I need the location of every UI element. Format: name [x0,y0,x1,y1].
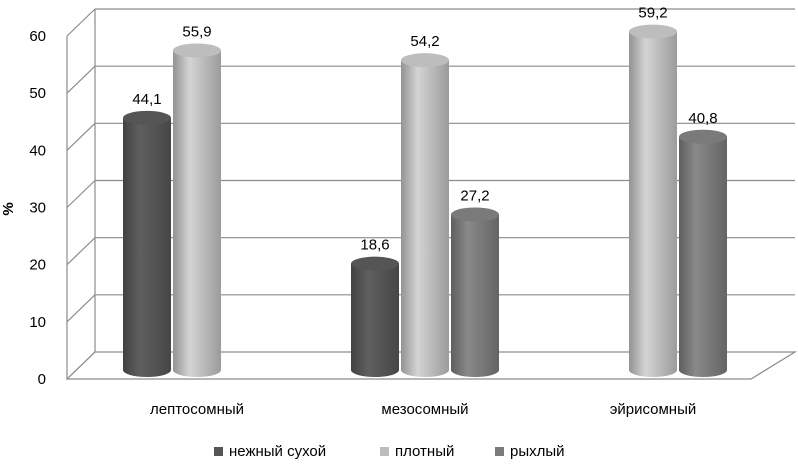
y-tick-label: 60 [29,28,46,45]
bars [123,24,727,378]
gridline-diagonal [66,8,96,37]
bar [173,50,221,378]
bar-cap [401,53,449,68]
x-tick-label: эйрисомный [610,401,697,418]
legend: нежный сухой плотный рыхлый [214,443,565,460]
legend-swatch [495,447,504,456]
bar [123,117,171,378]
data-label: 40,8 [688,110,717,127]
legend-swatch [214,447,223,456]
y-tick-label: 20 [29,257,46,274]
category-labels: лептосомный мезосомный эйрисомный [150,401,696,418]
bar-cap [451,207,499,222]
y-axis-ticks: 0 10 20 30 40 50 60 [29,28,46,388]
data-label: 27,2 [460,188,489,205]
legend-label: рыхлый [510,443,565,460]
bar-cap [679,129,727,144]
gridline-diagonal [66,65,96,94]
y-tick-label: 40 [29,142,46,159]
x-tick-label: мезосомный [381,401,468,418]
legend-label: плотный [395,443,454,460]
bar-cap [351,256,399,271]
y-tick-label: 50 [29,85,46,102]
gridline-diagonal [66,237,96,266]
y-tick-label: 10 [29,314,46,331]
gridline-diagonal [66,294,96,323]
data-label: 18,6 [360,237,389,254]
bar [451,214,499,377]
x-tick-label: лептосомный [150,401,244,418]
bar [629,31,677,377]
bar-cap [629,24,677,39]
data-label: 55,9 [182,23,211,40]
legend-swatch [380,447,389,456]
gridline-diagonal [66,122,96,151]
bar-cap [173,43,221,58]
bar [679,136,727,377]
y-axis-label: % [0,202,17,215]
data-label: 59,2 [638,5,667,22]
y-tick-label: 0 [38,371,46,388]
bar-cap [123,110,171,125]
bar [401,60,449,377]
y-tick-label: 30 [29,200,46,217]
gridline-diagonal [66,351,96,380]
bar [351,263,399,377]
gridline-diagonal [66,180,96,208]
data-labels: 44,1 55,9 18,6 54,2 27,2 59,2 40,8 [132,5,717,254]
data-label: 54,2 [410,33,439,50]
legend-label: нежный сухой [229,443,326,460]
data-label: 44,1 [132,91,161,108]
